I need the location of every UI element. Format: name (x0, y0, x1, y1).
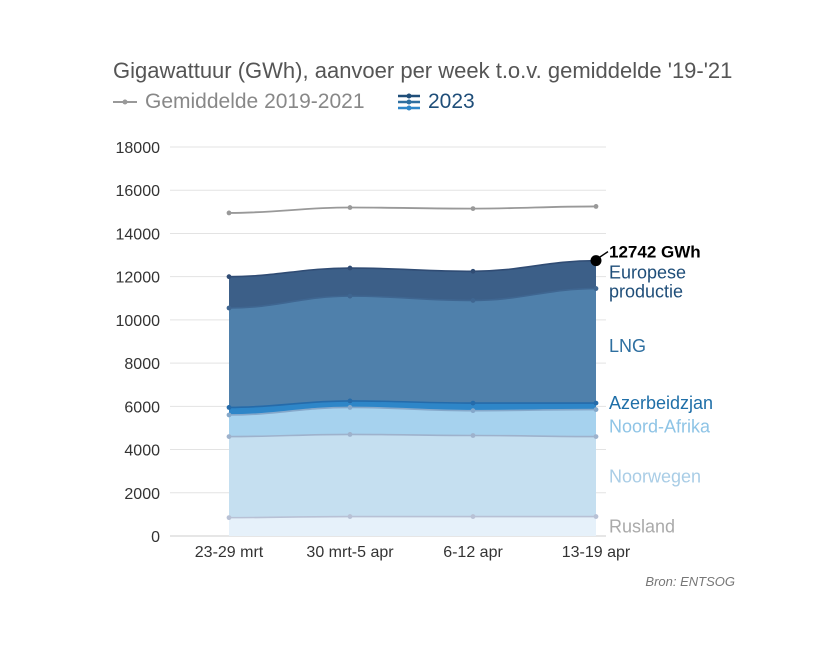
series-label-rusland: Rusland (609, 516, 675, 536)
point-average (226, 210, 232, 216)
end-marker-leader (598, 251, 609, 259)
series-label-europese-productie: Europese (609, 263, 686, 283)
line-rusland (228, 515, 596, 519)
point-lng (347, 293, 353, 299)
point-lng (593, 286, 599, 291)
point-noorwegen (226, 434, 232, 439)
point-azerbeidzjan (347, 398, 353, 404)
y-tick-label: 18000 (116, 140, 161, 157)
point-lng (470, 298, 476, 303)
y-tick-label: 12000 (116, 270, 161, 287)
end-marker (590, 255, 602, 267)
point-azerbeidzjan (226, 405, 232, 410)
point-lng (226, 305, 232, 311)
area-europese-productie (229, 260, 596, 309)
point-azerbeidzjan (470, 400, 476, 406)
legend-average-line-icon (113, 99, 137, 105)
point-noord-afrika (593, 407, 599, 412)
chart-title: Gigawattuur (GWh), aanvoer per week t.o.… (113, 58, 733, 83)
legend-2023-label: 2023 (428, 90, 475, 113)
point-rusland (347, 514, 353, 519)
point-noord-afrika (226, 412, 232, 418)
point-europese-productie (347, 265, 353, 271)
area-noord-afrika (229, 407, 596, 437)
series-label-azerbeidzjan: Azerbeidzjan (609, 393, 713, 413)
line-noord-afrika (228, 406, 597, 416)
line-average (228, 205, 597, 214)
end-value-label: 12742 GWh (609, 243, 701, 262)
area-rusland (229, 516, 596, 536)
area-noorwegen (229, 434, 596, 518)
line-europese-productie (228, 259, 597, 278)
y-tick-label: 14000 (116, 226, 161, 243)
legend-average-label: Gemiddelde 2019-2021 (145, 90, 365, 113)
y-tick-label: 16000 (116, 183, 161, 200)
point-europese-productie (226, 274, 232, 280)
point-average (347, 205, 353, 210)
y-tick-label: 0 (151, 529, 160, 546)
series-label-europese-productie: productie (609, 282, 683, 302)
line-noorwegen (228, 433, 597, 438)
point-noord-afrika (347, 405, 353, 410)
legend-average: Gemiddelde 2019-2021 (113, 90, 365, 114)
point-rusland (593, 514, 599, 519)
line-azerbeidzjan (228, 400, 596, 409)
y-tick-label: 8000 (124, 356, 160, 373)
x-tick-label: 6-12 apr (443, 544, 503, 561)
point-average (593, 204, 599, 209)
point-rusland (470, 514, 476, 519)
point-europese-productie (470, 268, 476, 274)
series-label-noorwegen: Noorwegen (609, 467, 701, 487)
y-tick-label: 10000 (116, 313, 161, 330)
y-tick-label: 4000 (124, 443, 160, 460)
source-note: Bron: ENTSOG (645, 574, 735, 589)
area-lng (229, 288, 596, 408)
line-lng (228, 287, 597, 309)
point-azerbeidzjan (593, 400, 599, 406)
y-tick-label: 6000 (124, 399, 160, 416)
area-azerbeidzjan (229, 400, 596, 415)
point-noorwegen (593, 434, 599, 439)
point-noord-afrika (470, 408, 476, 414)
x-tick-label: 23-29 mrt (195, 544, 264, 561)
point-rusland (226, 515, 232, 521)
x-tick-label: 13-19 apr (562, 544, 631, 561)
point-noorwegen (347, 432, 353, 437)
point-average (470, 206, 476, 211)
legend-2023-lines-icon (398, 93, 420, 111)
series-label-lng: LNG (609, 336, 646, 356)
series-label-noord-afrika: Noord-Afrika (609, 417, 711, 437)
legend-2023: 2023 (398, 90, 475, 114)
y-tick-label: 2000 (124, 486, 160, 503)
point-noorwegen (470, 433, 476, 438)
x-tick-label: 30 mrt-5 apr (306, 544, 394, 561)
